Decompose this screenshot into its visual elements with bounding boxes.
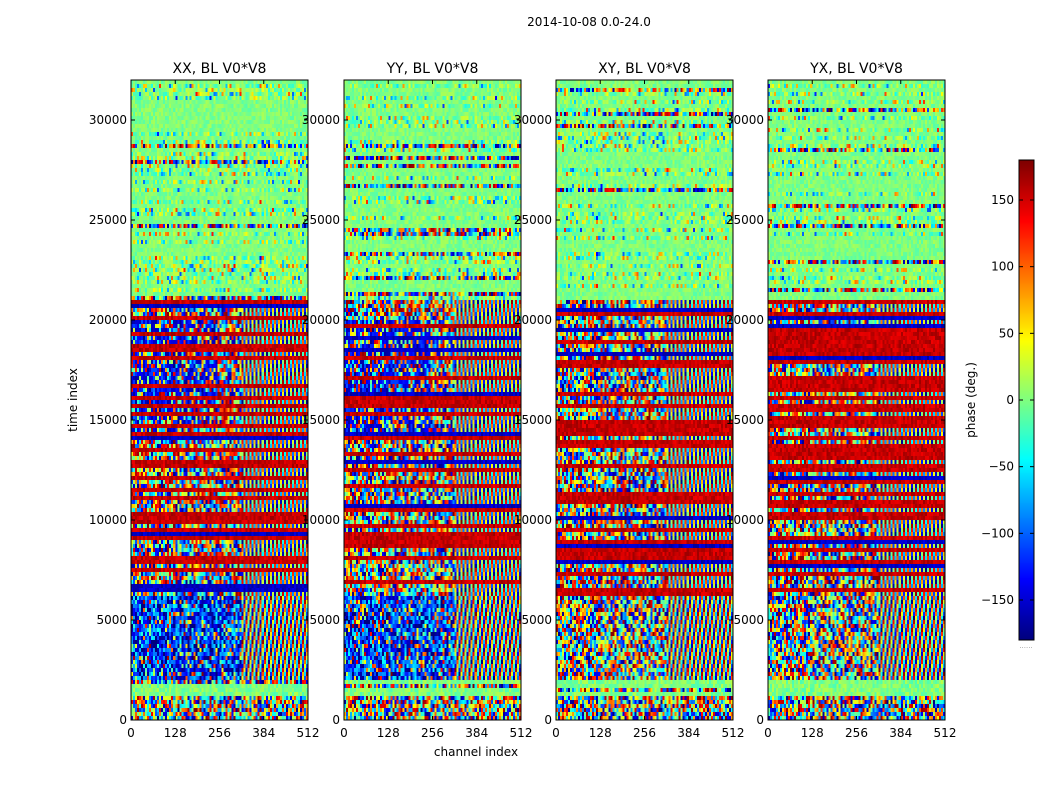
y-tick-label: 0	[756, 713, 764, 727]
colorbar-tick-label: 0	[1006, 393, 1014, 407]
heatmap-image	[768, 80, 945, 720]
y-tick-label: 15000	[89, 413, 127, 427]
x-tick-label: 384	[465, 726, 488, 740]
y-tick-label: 20000	[302, 313, 340, 327]
panel-yy: YY, BL V0*V8 0 128 256 384 512 0 5000 10000 15000…	[302, 61, 533, 740]
panel-title: XY, BL V0*V8	[598, 61, 691, 77]
y-tick-label: 10000	[726, 513, 764, 527]
y-tick-label: 10000	[89, 513, 127, 527]
colorbar-footer: ......	[1019, 642, 1032, 650]
y-tick-label: 5000	[96, 613, 127, 627]
y-tick-label: 0	[332, 713, 340, 727]
colorbar-tick-label: −50	[989, 460, 1014, 474]
heatmap-image	[344, 80, 521, 720]
y-tick-label: 5000	[733, 613, 764, 627]
colorbar-tick-label: −150	[981, 593, 1014, 607]
y-tick-label: 25000	[89, 213, 127, 227]
x-tick-label: 128	[164, 726, 187, 740]
x-tick-label: 128	[801, 726, 824, 740]
x-tick-label: 0	[127, 726, 135, 740]
y-tick-label: 30000	[726, 113, 764, 127]
x-tick-label: 512	[934, 726, 957, 740]
colorbar: −150 −100 −50 0 50 100 150 phase (deg.)......	[964, 159, 1035, 650]
y-tick-label: 0	[119, 713, 127, 727]
y-tick-label: 0	[544, 713, 552, 727]
y-tick-label: 10000	[514, 513, 552, 527]
x-tick-label: 256	[845, 726, 868, 740]
panel-yx: YX, BL V0*V8 0 128 256 384 512 0 5000 10000 15000…	[726, 61, 957, 740]
panel-title: XX, BL V0*V8	[173, 61, 267, 77]
colorbar-tick-label: 150	[991, 193, 1014, 207]
y-tick-label: 25000	[514, 213, 552, 227]
x-tick-label: 384	[889, 726, 912, 740]
x-tick-label: 384	[252, 726, 275, 740]
panels-group: XX, BL V0*V8 0 128 256 384 512 0 5000 10000 15000…	[89, 61, 957, 740]
y-tick-label: 30000	[89, 113, 127, 127]
colorbar-label: phase (deg.)	[964, 362, 978, 438]
y-tick-label: 15000	[302, 413, 340, 427]
panel-title: YY, BL V0*V8	[386, 61, 479, 77]
x-tick-label: 256	[208, 726, 231, 740]
y-tick-label: 10000	[302, 513, 340, 527]
panel-title: YX, BL V0*V8	[809, 61, 903, 77]
y-tick-label: 25000	[302, 213, 340, 227]
panel-xx: XX, BL V0*V8 0 128 256 384 512 0 5000 10000 15000…	[89, 61, 320, 740]
x-tick-label: 256	[421, 726, 444, 740]
y-tick-label: 20000	[726, 313, 764, 327]
y-tick-label: 15000	[726, 413, 764, 427]
colorbar-tick-label: −100	[981, 526, 1014, 540]
x-tick-label: 0	[552, 726, 560, 740]
y-tick-label: 20000	[514, 313, 552, 327]
x-tick-label: 256	[633, 726, 656, 740]
x-tick-label: 0	[340, 726, 348, 740]
heatmap-image	[131, 80, 308, 720]
figure-suptitle: 2014-10-08 0.0-24.0	[527, 15, 651, 29]
x-axis-label: channel index	[434, 745, 518, 759]
x-tick-label: 512	[722, 726, 745, 740]
colorbar-gradient	[1019, 160, 1034, 640]
panel-xy: XY, BL V0*V8 0 128 256 384 512 0 5000 10000 15000…	[514, 61, 745, 740]
y-tick-label: 30000	[514, 113, 552, 127]
y-tick-label: 25000	[726, 213, 764, 227]
heatmap-image	[556, 80, 733, 720]
y-axis-label: time index	[66, 368, 80, 432]
x-tick-label: 128	[589, 726, 612, 740]
y-tick-label: 30000	[302, 113, 340, 127]
y-tick-label: 15000	[514, 413, 552, 427]
x-tick-label: 128	[377, 726, 400, 740]
colorbar-tick-label: 100	[991, 260, 1014, 274]
x-tick-label: 384	[677, 726, 700, 740]
y-tick-label: 5000	[521, 613, 552, 627]
x-tick-label: 512	[510, 726, 533, 740]
y-tick-label: 5000	[309, 613, 340, 627]
x-tick-label: 512	[297, 726, 320, 740]
colorbar-tick-label: 50	[999, 326, 1014, 340]
x-tick-label: 0	[764, 726, 772, 740]
y-tick-label: 20000	[89, 313, 127, 327]
